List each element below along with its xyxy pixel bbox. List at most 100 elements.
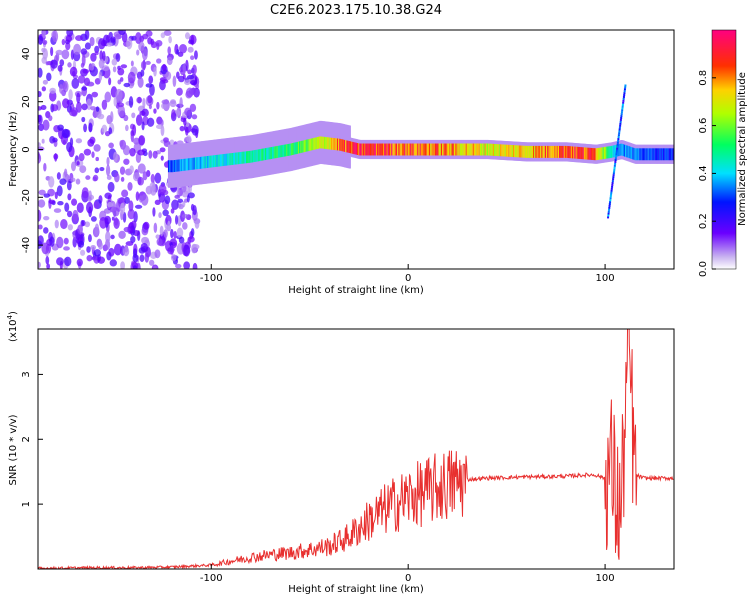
ridge-cell: [375, 143, 379, 156]
ridge-cell: [204, 156, 207, 169]
ridge-streak: [622, 99, 625, 102]
ridge-cell: [178, 159, 181, 172]
ridge-cell: [335, 138, 338, 151]
noise-speck: [38, 199, 46, 208]
noise-speck: [118, 30, 126, 36]
ridge-cell: [494, 143, 497, 156]
noise-speck: [177, 198, 184, 203]
ridge-cell: [192, 157, 195, 170]
spectrogram-x-ticks: -100 0 100: [200, 264, 615, 284]
ridge-cell: [475, 143, 478, 156]
ridge-cell: [535, 145, 538, 158]
ridge-cell: [279, 145, 282, 158]
noise-speck: [108, 247, 115, 257]
noise-speck: [86, 254, 93, 262]
noise-speck: [43, 215, 50, 221]
ridge-cell: [173, 160, 177, 172]
noise-speck: [169, 244, 175, 255]
ridge-cell: [470, 143, 473, 156]
ridge-cell: [219, 154, 223, 167]
ridge-cell: [223, 153, 226, 166]
noise-speck: [38, 235, 44, 246]
ridge-cell: [581, 147, 584, 160]
noise-speck: [64, 256, 72, 267]
ridge-cell: [339, 138, 342, 151]
ridge-cell: [568, 146, 571, 159]
ridge-cell: [613, 145, 616, 158]
noise-speck: [176, 87, 183, 96]
noise-speck: [122, 145, 131, 156]
ridge-cell: [517, 145, 520, 158]
noise-speck: [154, 249, 161, 259]
ridge-cell: [266, 147, 269, 160]
ridge-cell: [607, 146, 610, 159]
ridge-cell: [191, 157, 194, 170]
noise-speck: [129, 165, 134, 174]
ridge-streak: [616, 141, 619, 144]
ridge-cell: [665, 148, 668, 161]
noise-speck: [161, 103, 167, 109]
noise-speck: [111, 216, 115, 221]
noise-speck: [101, 99, 108, 110]
ridge-cell: [306, 139, 309, 152]
noise-speck: [112, 66, 117, 73]
ridge-streak: [611, 185, 614, 188]
ridge-streak: [607, 212, 610, 215]
ridge-cell: [322, 136, 325, 149]
noise-speck: [163, 229, 168, 238]
ridge-streak: [620, 111, 623, 114]
ridge-cell: [391, 143, 394, 156]
noise-speck: [117, 197, 126, 203]
colorbar-tick-label: 0.2: [698, 213, 709, 229]
noise-speck: [119, 166, 126, 175]
noise-speck: [113, 151, 118, 163]
noise-speck: [155, 124, 164, 130]
ridge-streak: [613, 164, 616, 167]
noise-speck: [59, 83, 63, 94]
ridge-cell: [627, 145, 630, 158]
noise-speck: [129, 147, 136, 157]
ridge-cell: [652, 148, 655, 161]
ridge-cell: [241, 151, 244, 164]
ridge-cell: [436, 143, 439, 156]
ridge-cell: [253, 150, 256, 163]
noise-speck: [49, 87, 56, 94]
noise-speck: [178, 236, 185, 244]
ridge-cell: [238, 152, 242, 165]
noise-speck: [56, 257, 64, 266]
ridge-cell: [251, 150, 255, 163]
noise-speck: [59, 178, 67, 185]
noise-speck: [192, 64, 197, 75]
noise-speck: [122, 211, 127, 223]
noise-speck: [144, 252, 150, 263]
ridge-cell: [419, 143, 422, 156]
ridge-cell: [460, 143, 464, 156]
ridge-cell: [524, 145, 527, 158]
noise-speck: [140, 60, 147, 70]
ridge-cell: [484, 143, 487, 156]
ridge-cell: [602, 147, 605, 160]
noise-speck: [117, 67, 125, 76]
ridge-cell: [195, 157, 198, 170]
noise-speck: [187, 69, 192, 75]
ridge-streak: [619, 118, 622, 121]
noise-speck: [99, 50, 103, 61]
noise-speck: [41, 86, 47, 92]
noise-speck: [190, 55, 195, 61]
ridge-cell: [548, 145, 551, 158]
ridge-cell: [321, 136, 324, 149]
noise-speck: [138, 135, 146, 146]
ridge-cell: [667, 148, 670, 161]
ridge-cell: [343, 139, 347, 152]
snr-frame: [37, 328, 675, 570]
noise-speck: [105, 231, 111, 243]
ridge-cell: [282, 144, 285, 157]
ridge-cell: [345, 140, 348, 153]
ridge-streak: [623, 92, 626, 95]
ridge-cell: [292, 143, 295, 155]
ridge-cell: [290, 143, 294, 156]
ridge-cell: [587, 147, 590, 160]
ridge-streak: [609, 199, 612, 202]
ridge-cell: [642, 148, 646, 161]
noise-speck: [136, 262, 141, 269]
